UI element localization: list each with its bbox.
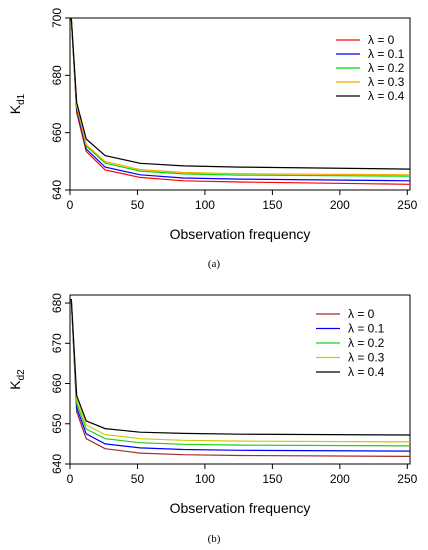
chart-b-x-tick-label: 200: [330, 472, 350, 486]
chart-a-series-line-3: [70, 18, 410, 176]
chart-b-series-line-1: [70, 298, 410, 452]
chart-b-x-tick-label: 100: [195, 472, 215, 486]
chart-a-x-tick-label: 150: [262, 198, 282, 212]
chart-a-svg: 0 50 100 150 200 250 640 660 680 700 Observation f…: [7, 8, 418, 242]
chart-b-x-tick-label: 50: [131, 472, 145, 486]
chart-a-series-line-4: [70, 18, 410, 170]
caption-b: (b): [207, 533, 221, 545]
chart-a-x-tick-label: 50: [131, 198, 145, 212]
chart-b-plot-frame: [69, 294, 411, 465]
chart-a-x-tick-label: 200: [330, 198, 350, 212]
chart-b-legend-label-3: λ = 0.3: [348, 351, 385, 365]
chart-a-x-tick-label: 100: [195, 198, 215, 212]
chart-a-y-tick-label: 660: [50, 122, 64, 142]
chart-b-x-tick-label: 0: [67, 472, 74, 486]
chart-panel-a: 0 50 100 150 200 250 640 660 680 700 Observation f…: [7, 8, 418, 270]
chart-b-y-tick-label: 640: [50, 454, 64, 474]
chart-a-series-line-1: [70, 18, 410, 182]
chart-b-y-axis-label: Kd2: [7, 369, 27, 390]
chart-b-legend-label-4: λ = 0.4: [348, 365, 385, 379]
chart-b-series-line-0: [70, 298, 410, 457]
chart-a-legend-label-0: λ = 0: [368, 33, 395, 47]
chart-b-x-tick-label: 250: [397, 472, 417, 486]
chart-b-series-line-4: [70, 298, 410, 436]
chart-a-x-tick-label: 0: [67, 198, 74, 212]
chart-b-legend-label-2: λ = 0.2: [348, 336, 385, 350]
chart-a-legend-label-3: λ = 0.3: [368, 75, 405, 89]
chart-a-x-tick-label: 250: [397, 198, 417, 212]
chart-b-x-axis-label: Observation frequency: [170, 500, 311, 516]
chart-a-y-tick-label: 700: [50, 8, 64, 28]
chart-a-y-tick-label: 640: [50, 180, 64, 200]
chart-b-y-tick-label: 670: [50, 333, 64, 353]
chart-b-x-tick-label: 150: [262, 472, 282, 486]
chart-a-legend-label-1: λ = 0.1: [368, 47, 405, 61]
chart-a-series-line-0: [70, 18, 410, 185]
caption-a: (a): [207, 258, 221, 270]
chart-a-y-tick-label: 680: [50, 65, 64, 85]
chart-b-svg: 0 50 100 150 200 250 640 650 660 670 680 Observatio…: [7, 293, 418, 516]
chart-a-plot-frame: [69, 17, 411, 191]
chart-a-y-axis-label: Kd1: [7, 93, 27, 114]
chart-b-series-line-2: [70, 298, 410, 447]
chart-b-y-tick-label: 660: [50, 373, 64, 393]
chart-b-legend-label-1: λ = 0.1: [348, 322, 385, 336]
chart-a-legend-label-2: λ = 0.2: [368, 61, 405, 75]
chart-b-y-tick-label: 680: [50, 293, 64, 313]
chart-b-series-line-3: [70, 298, 410, 443]
chart-a-x-axis-label: Observation frequency: [170, 226, 311, 242]
chart-a-legend-label-4: λ = 0.4: [368, 89, 405, 103]
chart-panel-b: 0 50 100 150 200 250 640 650 660 670 680 Observatio…: [0, 275, 428, 550]
chart-b-legend-label-0: λ = 0: [348, 307, 375, 321]
chart-a-series-line-2: [70, 18, 410, 177]
chart-b-y-tick-label: 650: [50, 413, 64, 433]
